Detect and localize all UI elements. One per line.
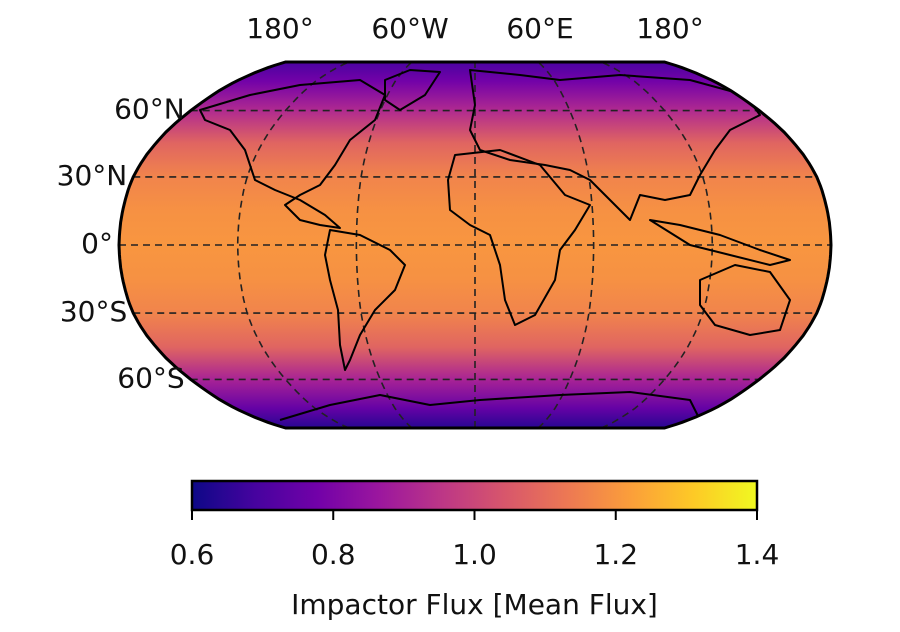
colorbar-tick-label: 1.0 (452, 538, 497, 571)
lon-label: 60°W (371, 12, 448, 45)
lon-label: 180° (636, 12, 703, 45)
colorbar-tick-label: 1.4 (735, 538, 780, 571)
colorbar-label: Impactor Flux [Mean Flux] (291, 588, 658, 621)
map-outline (117, 60, 833, 430)
colorbar (190, 479, 759, 512)
lon-label: 180° (246, 12, 313, 45)
colorbar-tick-label: 1.2 (593, 538, 638, 571)
colorbar-tick-label: 0.8 (311, 538, 356, 571)
meridian (355, 62, 413, 428)
lat-label: 60°S (117, 361, 184, 394)
lat-label: 0° (81, 227, 113, 260)
lat-label: 60°N (114, 93, 185, 126)
colorbar-tick-label: 0.6 (170, 538, 215, 571)
lat-label: 30°N (57, 159, 128, 192)
meridian (236, 62, 350, 428)
lon-label: 60°E (506, 12, 573, 45)
lat-label: 30°S (60, 295, 127, 328)
meridian (537, 62, 595, 428)
coastlines (199, 69, 791, 421)
meridian (600, 62, 714, 428)
